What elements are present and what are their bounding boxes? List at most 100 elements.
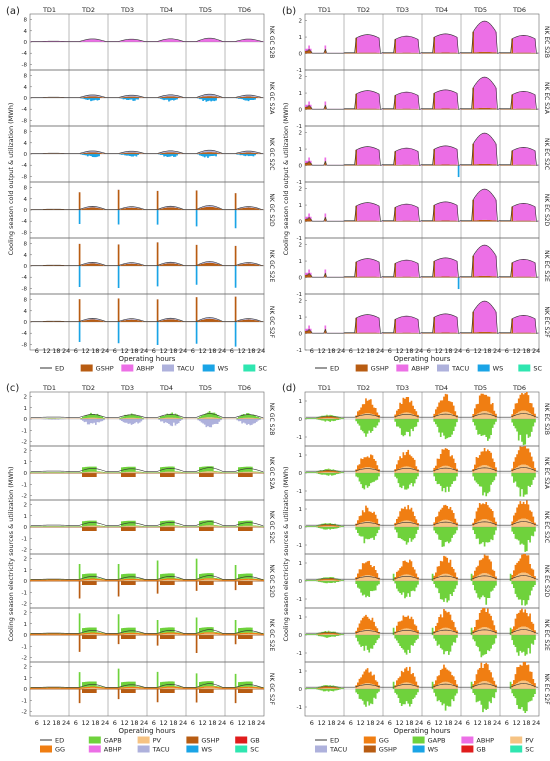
series-ws — [78, 322, 237, 347]
series-ed-line — [30, 575, 264, 580]
x-tick-label: 6 — [388, 347, 392, 355]
y-tick-label: 4 — [24, 253, 28, 259]
series-pv — [316, 626, 536, 636]
legend-swatch — [461, 736, 474, 744]
series-ed-line — [305, 683, 539, 688]
series-gg — [30, 525, 265, 527]
y-tick-label: 1 — [299, 147, 303, 153]
legend-label: WS — [493, 365, 504, 373]
x-tick-label: 12 — [317, 719, 325, 727]
y-tick-label: -1 — [22, 428, 27, 434]
series-gg — [316, 662, 536, 689]
legend-label: ED — [55, 737, 64, 745]
x-tick-label: 24 — [257, 719, 265, 727]
series-gshp — [305, 31, 536, 54]
y-tick-label: -8 — [22, 118, 28, 124]
day-label: TD5 — [473, 6, 487, 14]
day-label: TD3 — [395, 384, 409, 392]
x-tick-label: 6 — [388, 719, 392, 727]
y-tick-label: -4 — [22, 219, 28, 225]
legend-label: ABHP — [476, 737, 494, 745]
y-tick-label: 2 — [299, 299, 303, 305]
series-ed-line — [305, 20, 539, 54]
y-tick-label: -1 — [297, 435, 302, 441]
series-abhp — [305, 189, 540, 222]
legend-swatch — [186, 736, 199, 744]
series-ed-line — [30, 629, 264, 634]
x-tick-label: 18 — [52, 347, 60, 355]
y-tick-label: 4 — [24, 197, 28, 203]
y-tick-label: 1 — [299, 35, 303, 41]
x-tick-label: 12 — [42, 719, 50, 727]
y-tick-label: 8 — [24, 74, 28, 80]
y-tick-label: 2 — [299, 131, 303, 137]
y-tick-label: 0 — [299, 525, 303, 531]
series-tacu — [30, 94, 265, 98]
day-label: TD6 — [237, 6, 251, 14]
x-tick-label: 6 — [349, 347, 353, 355]
x-tick-label: 12 — [473, 719, 481, 727]
x-tick-label: 18 — [91, 347, 99, 355]
day-label: TD3 — [120, 6, 134, 14]
y-tick-label: 4 — [24, 309, 28, 315]
x-tick-label: 18 — [405, 347, 413, 355]
x-tick-label: 12 — [395, 719, 403, 727]
series-gshp — [30, 689, 265, 704]
legend-label: ABHP — [104, 746, 122, 754]
chart-panel-b: (b) TD1 TD2 TD3 TD4 TD5 TD6 2 1 0 -1 NK EC S2B 2 1 0 -1… — [282, 6, 550, 373]
day-label: TD4 — [159, 384, 173, 392]
y-tick-label: 1 — [299, 669, 303, 675]
legend: ED GSHP ABHP TACU WS SC — [315, 364, 542, 373]
x-tick-label: 18 — [169, 347, 177, 355]
series-ed-line — [305, 413, 539, 418]
series-gg — [316, 446, 536, 473]
day-label: TD5 — [198, 6, 212, 14]
series-pv — [316, 518, 536, 528]
row-label: NK GC S2E — [268, 250, 275, 283]
x-tick-label: 6 — [466, 347, 470, 355]
row-label: NK EC S2D — [543, 194, 550, 227]
legend-label: GSHP — [371, 365, 389, 373]
y-tick-label: -1 — [297, 705, 302, 711]
x-tick-label: 6 — [74, 347, 78, 355]
series-pv — [316, 680, 536, 690]
y-tick-label: -2 — [22, 710, 27, 716]
y-tick-label: 0 — [299, 633, 303, 639]
legend-swatch — [243, 364, 256, 372]
y-tick-label: -2 — [22, 494, 27, 500]
y-tick-label: 1 — [299, 203, 303, 209]
x-tick-label: 18 — [247, 719, 255, 727]
y-tick-label: 2 — [24, 395, 28, 401]
chart-panel-d: (d) TD1 TD2 TD3 TD4 TD5 TD6 1 0 -1 NK EC S2B 1 0 -1 NK… — [282, 383, 550, 754]
day-label: TD5 — [473, 384, 487, 392]
legend-swatch — [412, 736, 425, 744]
legend-label: TACU — [329, 746, 347, 754]
series-ed-line — [30, 93, 264, 98]
y-axis-title: Cooling season electricity sources & uti… — [7, 467, 15, 642]
y-tick-label: 1 — [24, 568, 28, 574]
legend: ED GSHP ABHP TACU WS SC — [40, 364, 267, 373]
y-tick-label: 0 — [299, 108, 303, 114]
y-tick-label: 4 — [24, 85, 28, 91]
day-label: TD2 — [81, 384, 95, 392]
legend-label: PV — [525, 737, 534, 745]
series-gapb — [41, 410, 261, 419]
legend-swatch — [202, 364, 215, 372]
y-tick-label: 2 — [299, 75, 303, 81]
series-gapb — [316, 419, 536, 446]
series-gshp — [305, 311, 536, 334]
row-label: NK GC S2B — [268, 26, 275, 59]
y-axis-title: Cooling season cold output & utilization… — [7, 103, 15, 256]
series-abhp — [305, 77, 540, 110]
legend-label: GAPB — [104, 737, 122, 745]
series-gg — [30, 632, 265, 635]
y-tick-label: 1 — [299, 399, 303, 405]
x-tick-label: 12 — [198, 719, 206, 727]
row-label: NK EC S2E — [543, 619, 550, 651]
y-tick-label: 1 — [24, 676, 28, 682]
y-tick-label: 0 — [24, 471, 28, 477]
x-tick-label: 24 — [415, 347, 423, 355]
x-tick-label: 12 — [237, 347, 245, 355]
x-tick-label: 24 — [101, 719, 109, 727]
